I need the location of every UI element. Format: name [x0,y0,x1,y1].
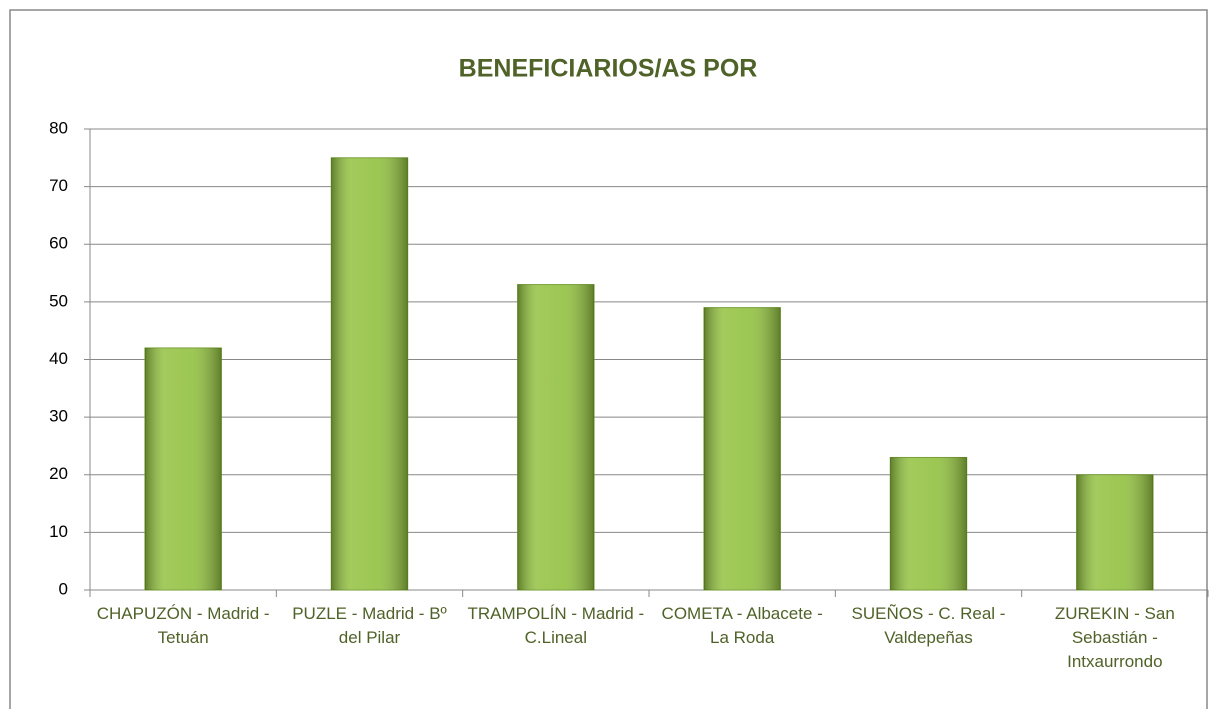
x-tick-label: COMETA - Albacete - La Roda [661,604,823,647]
x-tick-label: CHAPUZÓN - Madrid - Tetuán [96,604,270,647]
y-tick-label: 40 [49,349,68,368]
y-tick-label: 70 [49,176,68,195]
x-tick-label: PUZLE - Madrid - Bº del Pilar [292,604,447,647]
bar-shade [1076,474,1154,590]
y-tick-label: 30 [49,407,68,426]
bar-shade [517,284,595,590]
bar-shade [144,347,222,590]
x-tick-label: TRAMPOLÍN - Madrid - C.Lineal [467,604,645,647]
y-tick-label: 20 [49,464,68,483]
chart-title: BENEFICIARIOS/AS POR [459,55,758,83]
chart-border [9,9,1208,709]
x-tick-label: ZUREKIN - San Sebastián - Intxaurrondo [1054,604,1175,671]
y-tick-label: 80 [49,118,68,137]
bar-shade [703,307,781,590]
y-tick-label: 0 [59,579,68,598]
y-tick-label: 60 [49,234,68,253]
bar-shade [331,157,408,590]
y-tick-label: 50 [49,291,68,310]
bar-shade [890,457,967,590]
x-tick-label: SUEÑOS - C. Real - Valdepeñas [851,604,1006,647]
y-tick-label: 10 [49,522,68,541]
